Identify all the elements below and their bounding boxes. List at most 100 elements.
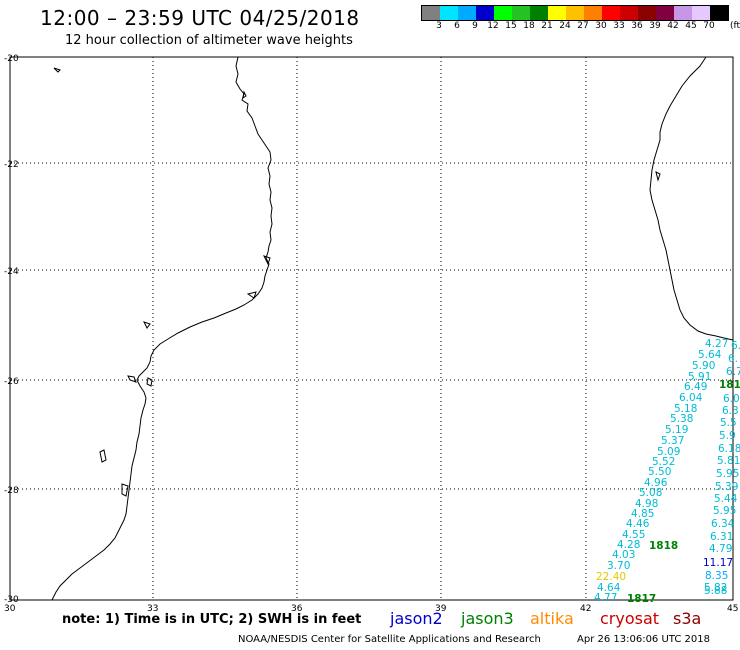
colorbar-swatch xyxy=(638,6,656,20)
wave-height-value: 4.79 xyxy=(709,543,732,555)
wave-height-value: 6.0 xyxy=(723,393,740,405)
colorbar-unit: (ft) xyxy=(730,21,740,31)
wave-height-value: 1818 xyxy=(719,379,740,391)
coast-detail xyxy=(246,291,257,299)
coastline-east xyxy=(649,56,734,341)
wave-height-value: 5.44 xyxy=(714,493,738,505)
legend-s3a: s3a xyxy=(673,609,702,628)
coast-detail xyxy=(99,449,107,463)
colorbar-label: 12 xyxy=(487,21,499,31)
colorbar-swatch xyxy=(602,6,620,20)
wave-height-value: 5.95 xyxy=(716,468,739,480)
x-axis-labels: 30 33 36 39 42 45 xyxy=(4,604,738,614)
colorbar-label: 36 xyxy=(631,21,643,31)
wave-height-value: 5.18 xyxy=(674,403,697,415)
wave-height-value: 5.37 xyxy=(661,435,684,447)
track-left: 4.275.645.905.916.496.045.185.385.195.37… xyxy=(594,338,728,604)
wave-height-value: 22.40 xyxy=(596,571,626,583)
colorbar-swatch xyxy=(674,6,692,20)
colorbar-swatch xyxy=(458,6,476,20)
wave-height-value: 6.31 xyxy=(710,531,733,543)
coast-detail xyxy=(655,171,661,182)
wave-height-value: 5.52 xyxy=(652,456,675,468)
colorbar-swatch xyxy=(422,6,440,20)
footer-date: Apr 26 13:06:06 UTC 2018 xyxy=(577,634,710,645)
wave-height-value: 5.19 xyxy=(665,424,688,436)
wave-height-value: 6.7 xyxy=(726,366,740,378)
y-tick-label: -30 xyxy=(4,595,19,605)
wave-height-value: 6. xyxy=(728,353,738,365)
x-tick-label: 30 xyxy=(4,604,16,614)
y-tick-label: -22 xyxy=(4,160,19,170)
wave-height-value: 5.08 xyxy=(639,487,662,499)
wave-height-value: 1817 xyxy=(627,593,656,605)
wave-height-value: 11.17 xyxy=(703,557,733,569)
wave-height-value: 3.70 xyxy=(607,560,630,572)
wave-height-value: 5.90 xyxy=(692,360,715,372)
island-inhaca xyxy=(146,377,153,387)
legend-jason3: jason3 xyxy=(461,609,514,628)
wave-height-value: 4.98 xyxy=(635,498,658,510)
colorbar-legend xyxy=(421,5,729,21)
colorbar-swatch xyxy=(656,6,674,20)
colorbar-labels: 3 6 9 12 15 18 21 24 27 30 33 36 39 42 45 70 xyxy=(421,21,727,33)
coastline-west xyxy=(51,56,273,601)
colorbar-label: 30 xyxy=(595,21,607,31)
coast-detail xyxy=(143,321,151,329)
wave-height-value: 4.85 xyxy=(631,508,654,520)
note-text: note: 1) Time is in UTC; 2) SWH is in fe… xyxy=(62,612,362,627)
colorbar-label: 39 xyxy=(649,21,661,31)
wave-height-value: 5.64 xyxy=(698,349,722,361)
x-tick-label: 39 xyxy=(435,604,447,614)
colorbar-swatch xyxy=(512,6,530,20)
x-tick-label: 36 xyxy=(291,604,303,614)
colorbar-label: 9 xyxy=(472,21,478,31)
colorbar-swatch xyxy=(530,6,548,20)
colorbar-label: 45 xyxy=(685,21,697,31)
wave-height-value: 5.09 xyxy=(657,446,680,458)
wave-height-value: 5.91 xyxy=(688,371,711,383)
wave-height-value: 4.27 xyxy=(705,338,728,350)
colorbar-label: 21 xyxy=(541,21,553,31)
wave-height-value: 4.64 xyxy=(597,582,621,594)
colorbar-swatch xyxy=(440,6,458,20)
wave-height-value: 4.46 xyxy=(626,518,650,530)
wave-height-value: 6. xyxy=(731,340,740,352)
track-markers: 1818 1818 1817 xyxy=(627,379,740,605)
wave-height-value: 1818 xyxy=(649,540,678,552)
y-tick-label: -26 xyxy=(4,377,19,387)
wave-height-value: 5.81 xyxy=(717,455,740,467)
colorbar-label: 15 xyxy=(505,21,517,31)
wave-height-value: 5.82 xyxy=(704,582,727,594)
wave-height-value: 5.5 xyxy=(720,417,737,429)
footer-credit: NOAA/NESDIS Center for Satellite Applica… xyxy=(238,634,541,645)
wave-height-value: 5.50 xyxy=(648,466,671,478)
colorbar-label: 6 xyxy=(454,21,460,31)
legend-jason2: jason2 xyxy=(390,609,443,628)
map-subtitle: 12 hour collection of altimeter wave hei… xyxy=(65,33,353,48)
wave-height-value: 6.49 xyxy=(684,381,707,393)
wave-height-value: 5.38 xyxy=(670,413,693,425)
colorbar-swatch xyxy=(548,6,566,20)
coast-detail xyxy=(53,67,61,73)
wave-height-value: 5.9 xyxy=(719,430,736,442)
wave-height-value: 4.03 xyxy=(612,549,635,561)
legend-altika: altika xyxy=(530,609,574,628)
colorbar-swatch xyxy=(620,6,638,20)
wave-height-value: 4.28 xyxy=(617,539,640,551)
map-title: 12:00 – 23:59 UTC 04/25/2018 xyxy=(40,6,360,30)
colorbar-swatch xyxy=(584,6,602,20)
x-tick-label: 42 xyxy=(580,604,591,614)
colorbar-label: 24 xyxy=(559,21,571,31)
colorbar-label: 33 xyxy=(613,21,625,31)
y-tick-label: -28 xyxy=(4,486,19,496)
map-frame xyxy=(9,56,734,601)
island-bazaruto xyxy=(242,90,247,100)
wave-height-value: 6.34 xyxy=(711,518,735,530)
wave-height-value: 6.3 xyxy=(722,405,739,417)
colorbar-swatch xyxy=(476,6,494,20)
track-right: 6.6.6.76.06.35.55.96.185.815.955.395.445… xyxy=(703,340,740,597)
wave-height-value: 8.35 xyxy=(705,570,728,582)
colorbar-label: 70 xyxy=(703,21,715,31)
